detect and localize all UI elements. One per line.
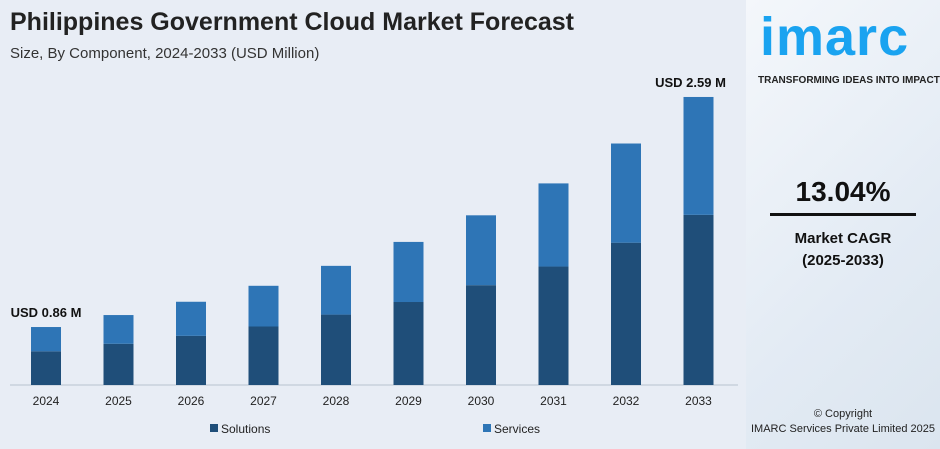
bar-services [321,265,351,315]
bar-chart: 2024 USD 0.86 M 2025 2026 2027 2028 2029 2030 20… [10,75,738,436]
bar-services [538,183,569,267]
imarc-logo: imarc [760,7,910,67]
bar-solutions [466,285,496,385]
bar-solutions [103,343,134,385]
company-name: IMARC Services Private Limited 2025 [750,423,935,435]
cagr-period: (2025-2033) [802,252,884,269]
x-tick-label: 2033 [685,394,712,408]
cagr-label-text: Market CAGR [794,230,892,247]
bar-solutions [538,266,569,385]
bar-services [31,327,61,352]
divider [770,213,916,216]
x-tick-label: 2029 [395,394,422,408]
x-tick-label: 2025 [105,394,132,408]
bar-solutions [393,302,424,385]
cagr-label: Market CAGR (2025-2033) [746,228,940,272]
chart-panel: 2024 USD 0.86 M 2025 2026 2027 2028 2029 2030 20… [0,0,746,449]
x-tick-label: 2024 [33,394,60,408]
bar-solutions [31,351,61,385]
chart-title: Philippines Government Cloud Market Fore… [10,8,575,36]
x-tick-label: 2027 [250,394,277,408]
bar-services [393,241,424,303]
legend-swatch-services [483,424,491,432]
side-panel: imarc TRANSFORMING IDEAS INTO IMPACT 13.… [746,0,940,449]
data-label: USD 2.59 M [655,75,726,90]
bar-services [248,285,279,327]
bar-solutions [248,326,279,385]
bar-solutions [321,314,351,385]
legend-label-services: Services [494,422,540,436]
legend-swatch-solutions [210,424,218,432]
bar-solutions [611,242,641,385]
bar-services [611,143,641,243]
legend-label-solutions: Solutions [221,422,270,436]
x-tick-label: 2032 [613,394,640,408]
copyright-text: © Copyright [813,408,873,420]
bar-services [466,215,496,286]
cagr-value: 13.04% [795,176,891,207]
x-tick-label: 2028 [323,394,350,408]
logo-tagline: TRANSFORMING IDEAS INTO IMPACT [758,75,940,86]
data-label: USD 0.86 M [11,305,82,320]
bar-services [176,301,206,336]
chart-subtitle: Size, By Component, 2024-2033 (USD Milli… [10,45,320,62]
bar-solutions [176,335,206,385]
x-tick-label: 2026 [178,394,205,408]
bar-services [103,315,134,344]
x-tick-label: 2031 [540,394,567,408]
bar-solutions [683,214,714,385]
x-tick-label: 2030 [468,394,495,408]
copyright: © Copyright IMARC Services Private Limite… [746,407,940,437]
bar-services [683,96,714,215]
